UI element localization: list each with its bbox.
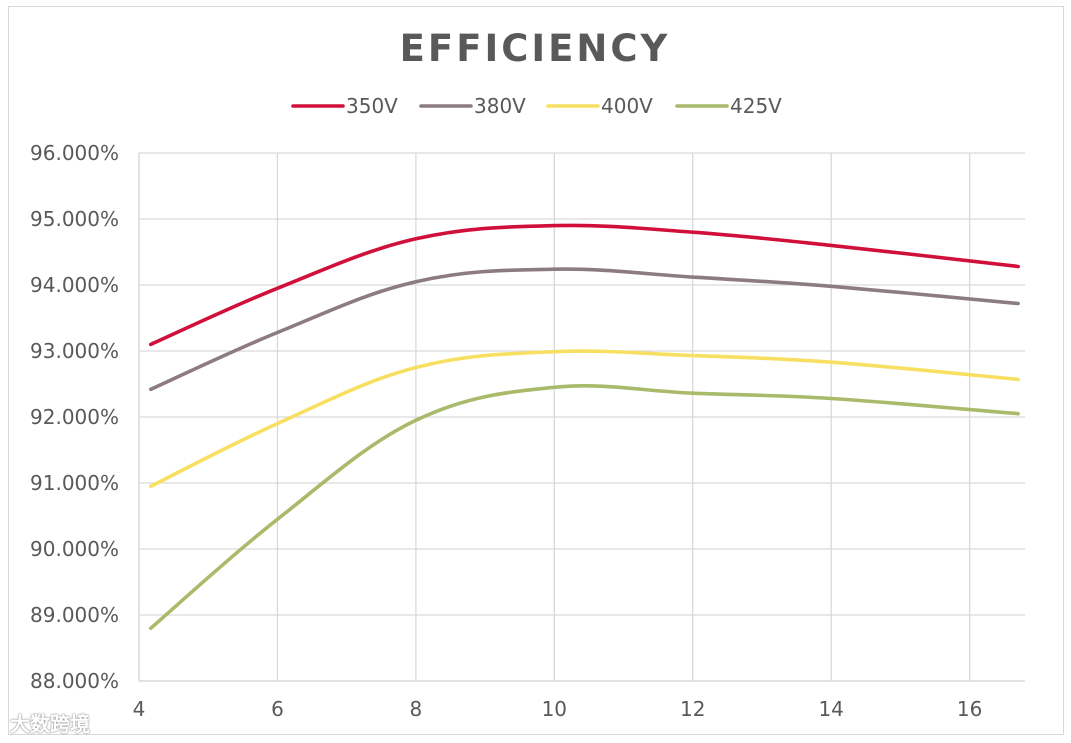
legend: 350V 380V 400V 425V [291,94,782,118]
y-tick-label: 88.000% [30,669,119,693]
y-tick-label: 91.000% [30,471,119,495]
series-line-425v [149,384,1020,630]
chart-frame [8,6,1064,735]
grid [139,152,1025,681]
y-tick-label: 94.000% [30,273,119,297]
legend-label-400v: 400V [601,94,653,118]
x-tick-label: 8 [410,697,423,721]
x-tick-label: 10 [542,697,567,721]
chart-title: EFFICIENCY [400,27,671,70]
y-tick-label: 96.000% [30,141,119,165]
x-tick-label: 16 [957,697,982,721]
y-tick-label: 93.000% [30,339,119,363]
legend-label-425v: 425V [730,94,782,118]
y-tick-label: 89.000% [30,603,119,627]
watermark: 大数跨境 [10,712,90,736]
y-tick-label: 95.000% [30,207,119,231]
legend-label-350v: 350V [346,94,398,118]
x-tick-label: 6 [271,697,284,721]
axes: 88.000% 89.000% 90.000% 91.000% 92.000% 93.00… [30,141,1025,721]
x-tick-label: 4 [133,697,146,721]
y-tick-label: 92.000% [30,405,119,429]
series-line-400v [149,349,1020,489]
series-line-380v [149,267,1020,392]
series-line-350v [149,223,1020,347]
y-tick-label: 90.000% [30,537,119,561]
legend-label-380v: 380V [474,94,526,118]
x-tick-label: 12 [680,697,705,721]
x-tick-label: 14 [818,697,843,721]
series-lines [149,223,1020,630]
